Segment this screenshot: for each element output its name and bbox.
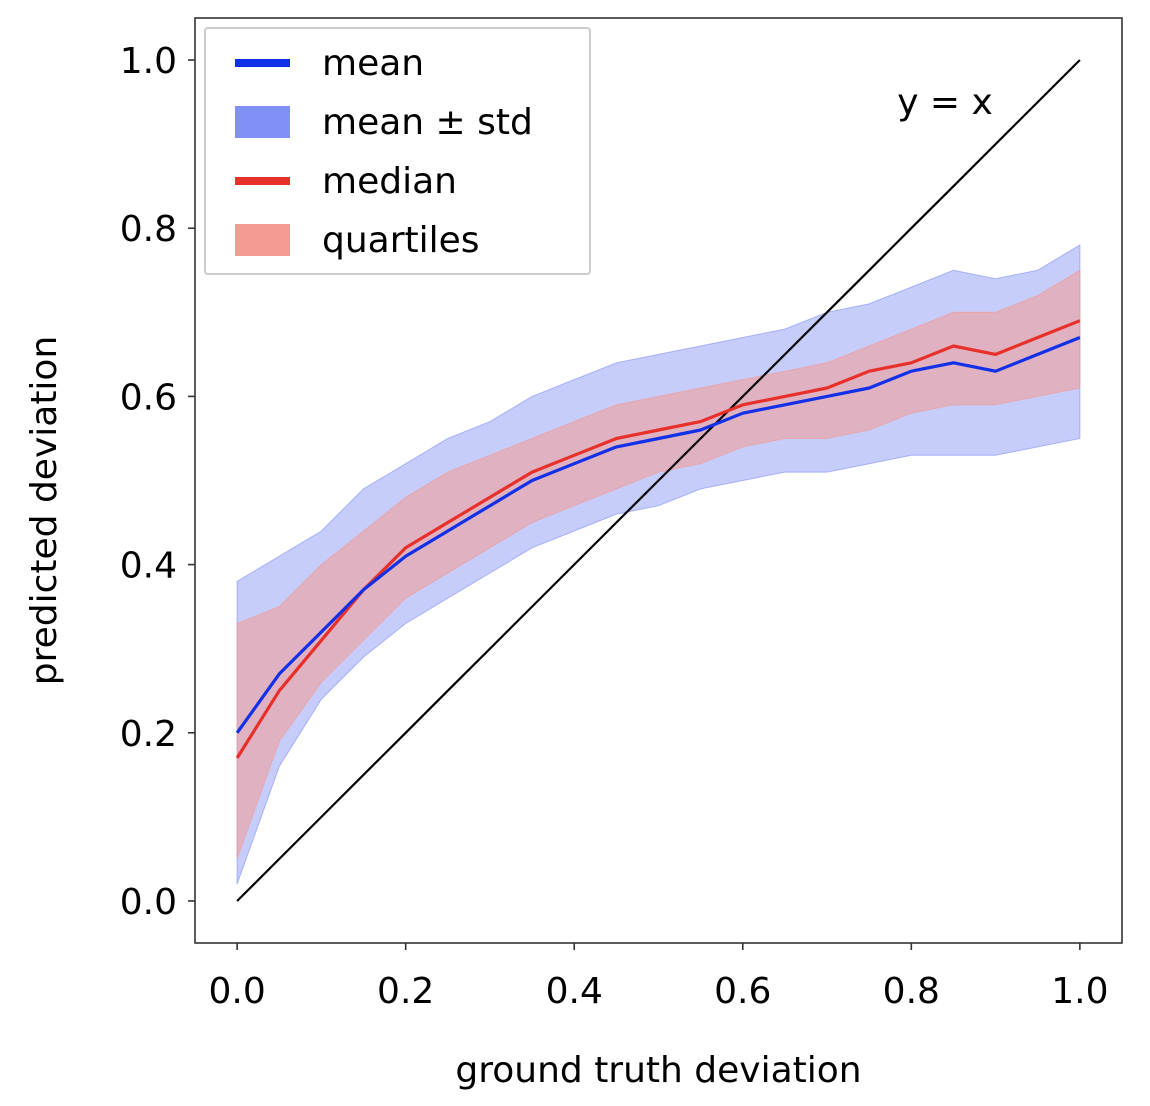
identity-line-annotation: y = x bbox=[897, 82, 993, 123]
plot-area bbox=[235, 59, 1081, 902]
quartile-band bbox=[236, 269, 1081, 860]
x-axis: 0.0 0.2 0.4 0.6 0.8 1.0 bbox=[209, 943, 1108, 1012]
y-axis: 0.0 0.2 0.4 0.6 0.8 1.0 bbox=[120, 41, 195, 923]
lines-layer bbox=[235, 59, 1081, 902]
x-axis-title: ground truth deviation bbox=[455, 1050, 861, 1091]
y-tick-label: 1.0 bbox=[120, 41, 177, 82]
legend-swatch bbox=[235, 106, 290, 138]
legend-label: mean ± std bbox=[322, 102, 533, 143]
y-tick-label: 0.4 bbox=[120, 546, 177, 587]
legend-swatch bbox=[235, 224, 290, 256]
identity-line bbox=[236, 59, 1081, 902]
x-tick-label: 0.0 bbox=[209, 971, 266, 1012]
legend-label: mean bbox=[322, 43, 424, 84]
legend-box bbox=[204, 27, 591, 275]
y-axis-title: predicted deviation bbox=[24, 336, 65, 686]
y-tick-label: 0.6 bbox=[120, 377, 177, 418]
legend-label: median bbox=[322, 161, 457, 202]
legend-swatch bbox=[235, 177, 290, 185]
y-tick-label: 0.2 bbox=[120, 714, 177, 755]
y-tick-label: 0.8 bbox=[120, 209, 177, 250]
x-tick-label: 0.2 bbox=[377, 971, 434, 1012]
median-line bbox=[235, 319, 1081, 759]
x-tick-label: 0.6 bbox=[714, 971, 771, 1012]
legend-swatch bbox=[235, 59, 290, 67]
legend: mean mean ± std median quartiles bbox=[204, 27, 591, 275]
bands-layer bbox=[236, 244, 1081, 885]
mean-line bbox=[235, 336, 1081, 734]
y-tick-label: 0.0 bbox=[120, 882, 177, 923]
plot-frame bbox=[194, 17, 1123, 944]
legend-label: quartiles bbox=[322, 220, 480, 261]
x-tick-label: 1.0 bbox=[1051, 971, 1108, 1012]
x-tick-label: 0.8 bbox=[883, 971, 940, 1012]
x-tick-label: 0.4 bbox=[546, 971, 603, 1012]
